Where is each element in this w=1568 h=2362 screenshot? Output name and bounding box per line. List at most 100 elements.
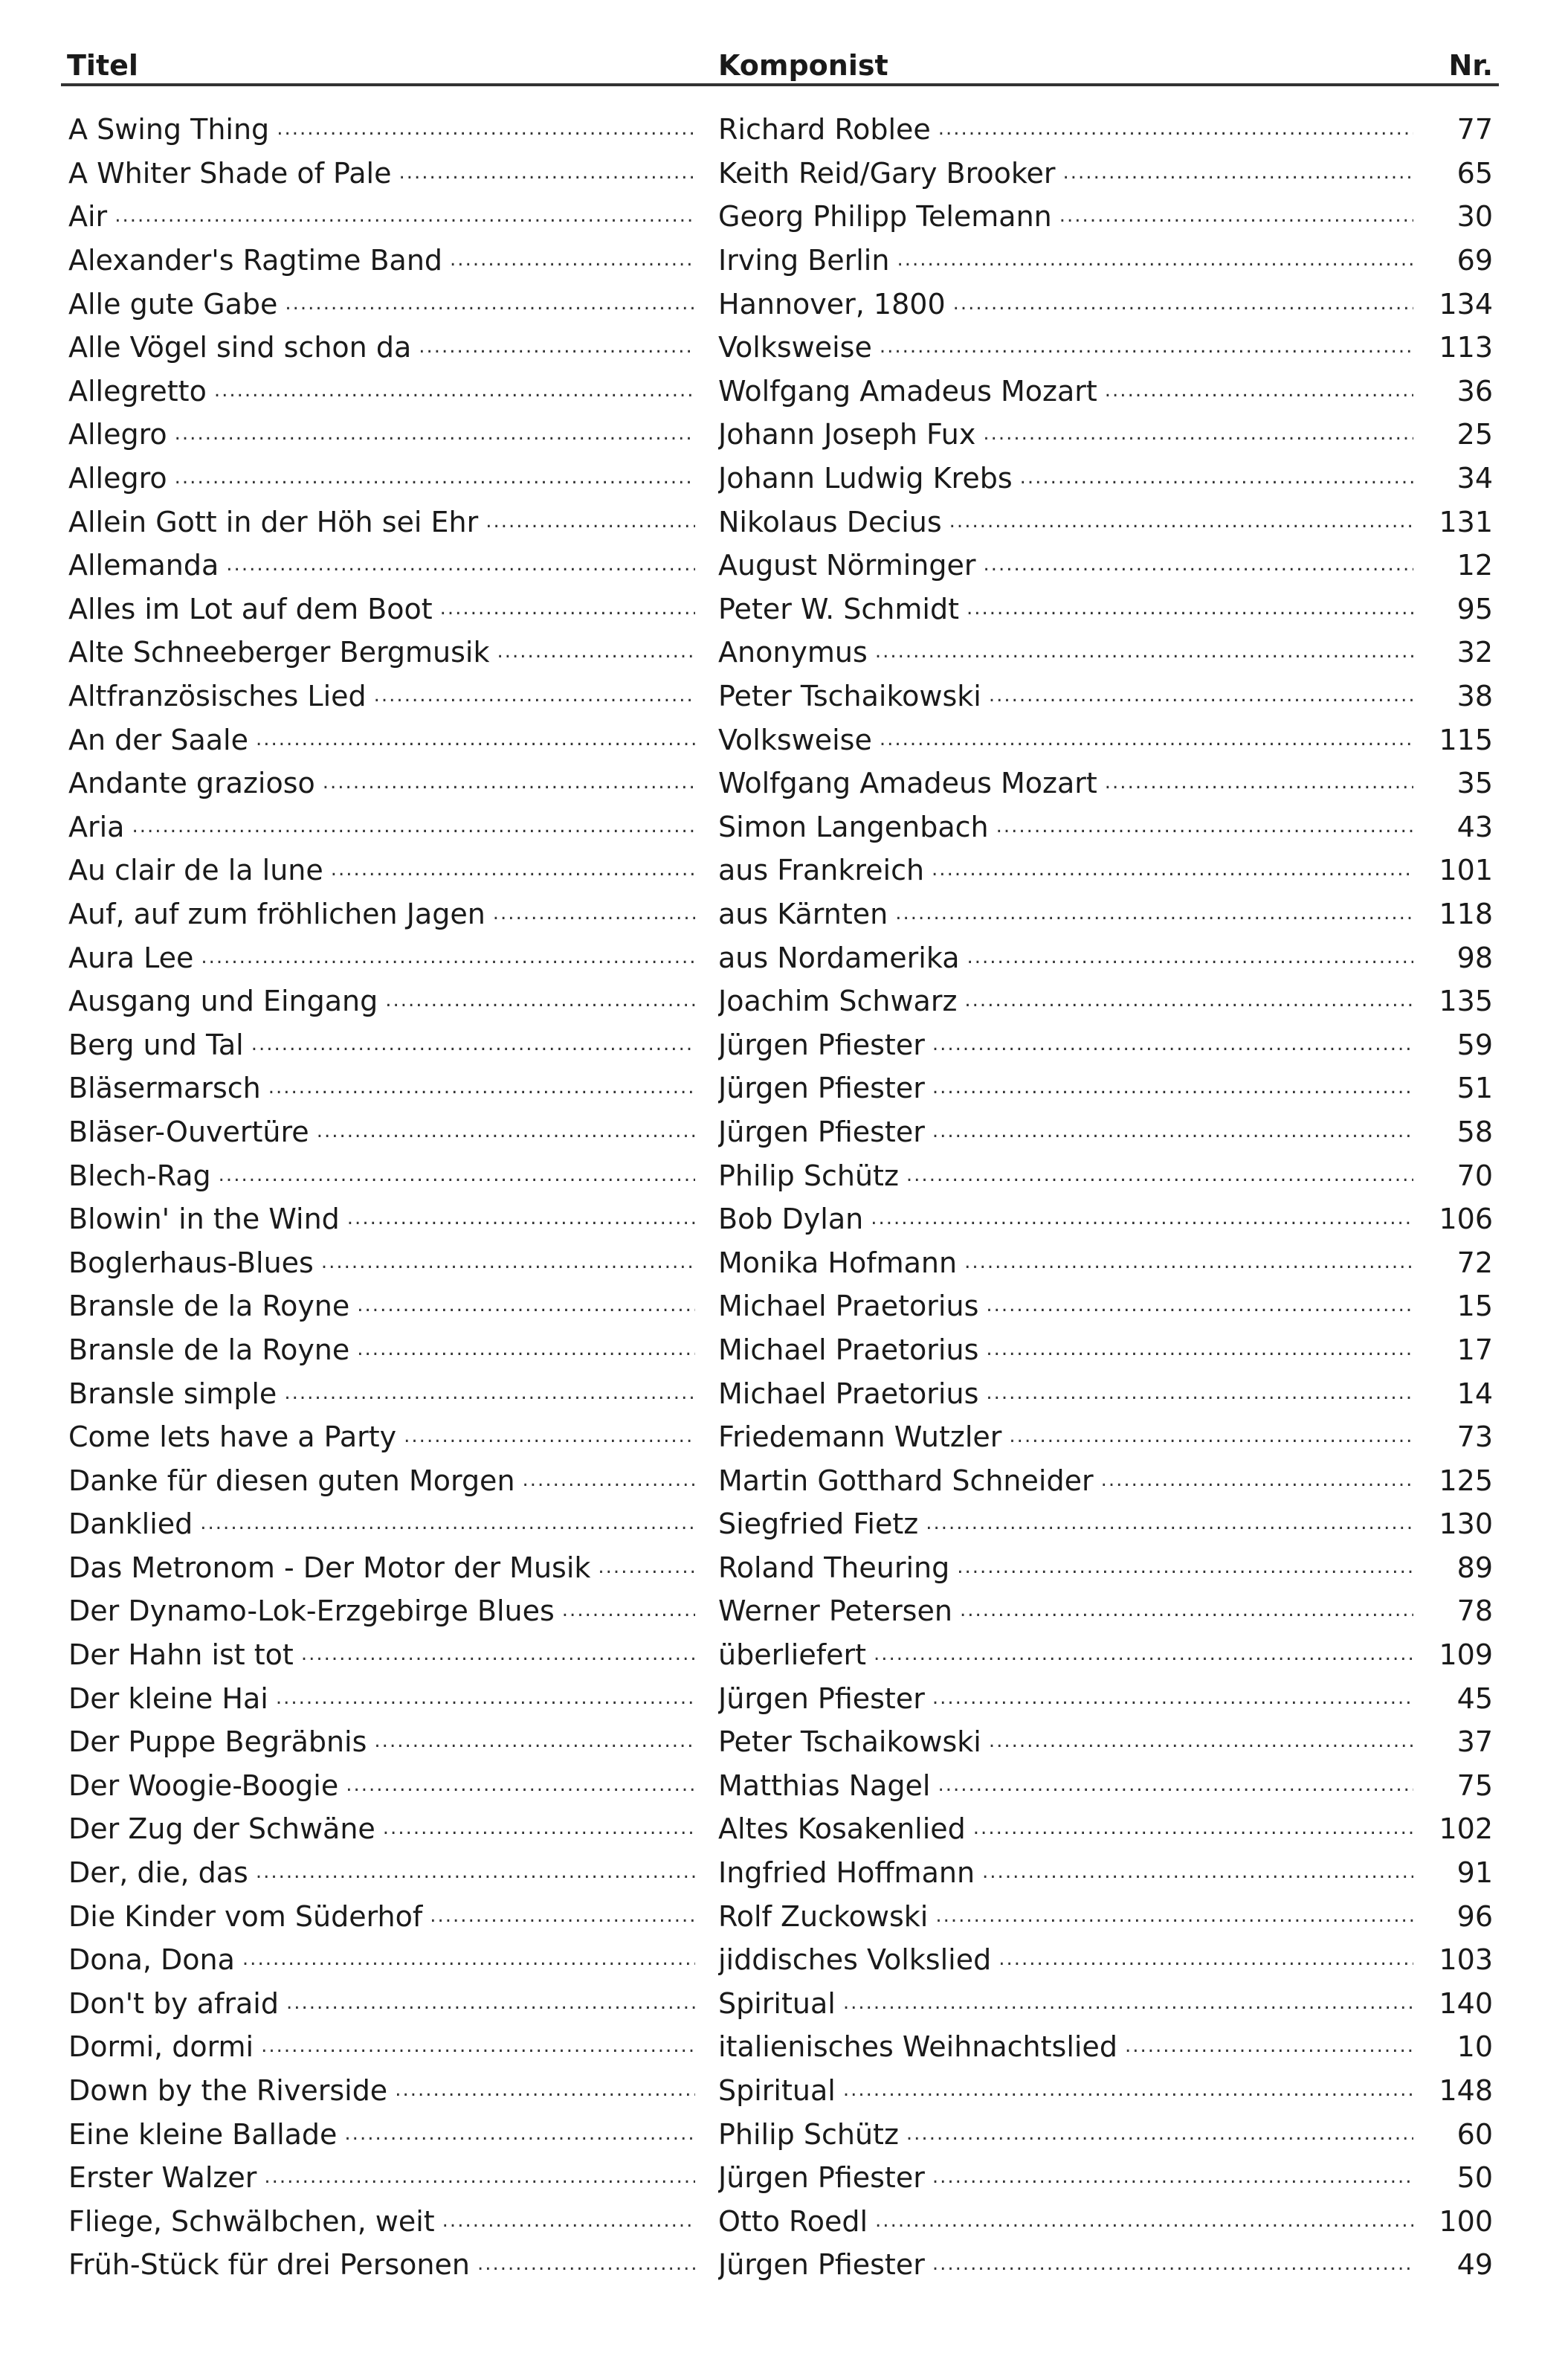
number-cell: 43 [1413,811,1499,843]
number: 100 [1439,2204,1493,2238]
composer-cell: Martin Gotthard Schneider...............… [718,1464,1413,1497]
composer: Johann Ludwig Krebs [718,462,1013,495]
table-row: Aura Lee................................… [65,936,1499,979]
dot-leader: ........................................… [966,596,1413,620]
composer-cell: Irving Berlin...........................… [718,244,1413,277]
number-cell: 72 [1413,1246,1499,1279]
title-cell: Aura Lee................................… [68,942,695,974]
composer-cell: Siegfried Fietz.........................… [718,1507,1413,1540]
dot-leader: ........................................… [906,2122,1413,2145]
composer: Johann Joseph Fux [718,418,976,451]
dot-leader: ........................................… [218,1163,695,1186]
title-cell: Alles im Lot auf dem Boot...............… [68,593,695,625]
title: A Swing Thing [68,113,270,147]
table-row: Boglerhaus-Blues........................… [65,1240,1499,1284]
title: Allegretto [68,374,207,408]
dot-leader: ........................................… [114,205,695,228]
title-cell: Bransle de la Royne.....................… [68,1290,695,1322]
number-cell: 125 [1413,1464,1499,1497]
number-cell: 34 [1413,462,1499,495]
composer: Jürgen Pfiester [718,1072,925,1105]
number-cell: 14 [1413,1377,1499,1410]
table-row: Der Dynamo-Lok-Erzgebirge Blues.........… [65,1589,1499,1633]
number-cell: 118 [1413,898,1499,930]
dot-leader: ........................................… [226,553,695,576]
composer: Ingfried Hoffmann [718,1856,975,1890]
table-row: Die Kinder vom Süderhof.................… [65,1894,1499,1938]
dot-leader: ........................................… [932,1076,1413,1099]
dot-leader: ........................................… [261,2035,695,2058]
column-header-number: Nr. [1448,49,1493,82]
composer: Martin Gotthard Schneider [718,1464,1094,1497]
title: Dona, Dona [68,1943,235,1977]
number: 95 [1456,592,1493,625]
number: 125 [1439,1464,1493,1497]
composer-cell: Spiritual...............................… [718,1987,1413,2020]
number-cell: 103 [1413,1943,1499,1976]
dot-leader: ........................................… [213,379,695,402]
title-cell: Auf, auf zum fröhlichen Jagen...........… [68,898,695,930]
number: 65 [1456,156,1493,190]
title-cell: Come lets have a Party..................… [68,1420,695,1453]
composer-cell: aus Kärnten.............................… [718,898,1413,930]
title: Eine kleine Ballade [68,2117,338,2151]
table-row: Alle gute Gabe..........................… [65,282,1499,326]
table-row: Allegro.................................… [65,413,1499,457]
number: 49 [1456,2248,1493,2282]
dot-leader: ........................................… [972,1817,1413,1840]
dot-leader: ........................................… [986,1337,1413,1360]
number-cell: 45 [1413,1682,1499,1715]
title-cell: Bläser-Ouvertüre........................… [68,1116,695,1148]
dot-leader: ........................................… [399,161,695,184]
dot-leader: ........................................… [419,335,695,358]
dot-leader: ........................................… [264,2166,695,2189]
title: Alles im Lot auf dem Boot [68,592,433,625]
table-row: Der Woogie-Boogie.......................… [65,1764,1499,1808]
dot-leader: ........................................… [174,422,695,445]
number-cell: 130 [1413,1507,1499,1540]
composer-cell: Michael Praetorius......................… [718,1290,1413,1322]
dot-leader: ........................................… [285,1991,695,2014]
title: Erster Walzer [68,2161,257,2195]
title-cell: Andante grazioso........................… [68,767,695,799]
dot-leader: ........................................… [174,466,695,489]
title-cell: Danklied................................… [68,1507,695,1540]
composer: Wolfgang Amadeus Mozart [718,374,1097,408]
dot-leader: ........................................… [251,1032,695,1055]
composer-cell: Roland Theuring.........................… [718,1551,1413,1584]
composer: Peter W. Schmidt [718,592,959,625]
number-cell: 134 [1413,288,1499,321]
table-row: Blowin' in the Wind.....................… [65,1197,1499,1241]
dot-leader: ........................................… [477,2253,695,2276]
number: 75 [1456,1769,1493,1802]
number: 51 [1456,1072,1493,1105]
dot-leader: ........................................… [357,1337,695,1360]
composer: Altes Kosakenlied [718,1812,966,1846]
number-cell: 60 [1413,2118,1499,2151]
number: 69 [1456,244,1493,277]
table-row: Altfranzösisches Lied...................… [65,675,1499,718]
table-row: A Whiter Shade of Pale..................… [65,152,1499,196]
dot-leader: ........................................… [932,1032,1413,1055]
title-cell: Dona, Dona..............................… [68,1943,695,1976]
dot-leader: ........................................… [1019,466,1413,489]
number: 134 [1439,287,1493,321]
title: Bläser-Ouvertüre [68,1115,309,1148]
title-cell: Bläsermarsch............................… [68,1072,695,1104]
composer: Roland Theuring [718,1551,950,1584]
composer-cell: Werner Petersen.........................… [718,1594,1413,1627]
number: 72 [1456,1246,1493,1279]
dot-leader: ........................................… [320,1250,695,1273]
composer-cell: Philip Schütz...........................… [718,2118,1413,2151]
table-row: Allegro.................................… [65,457,1499,501]
title: Allemanda [68,549,219,582]
title-cell: Altfranzösisches Lied...................… [68,680,695,712]
title: Alle gute Gabe [68,287,278,321]
number-cell: 75 [1413,1769,1499,1802]
composer-cell: Bob Dylan...............................… [718,1203,1413,1235]
number-cell: 101 [1413,854,1499,886]
title: Aura Lee [68,941,194,974]
dot-leader: ........................................… [1009,1425,1413,1448]
header-divider [61,83,1499,86]
composer: italienisches Weihnachtslied [718,2030,1117,2064]
